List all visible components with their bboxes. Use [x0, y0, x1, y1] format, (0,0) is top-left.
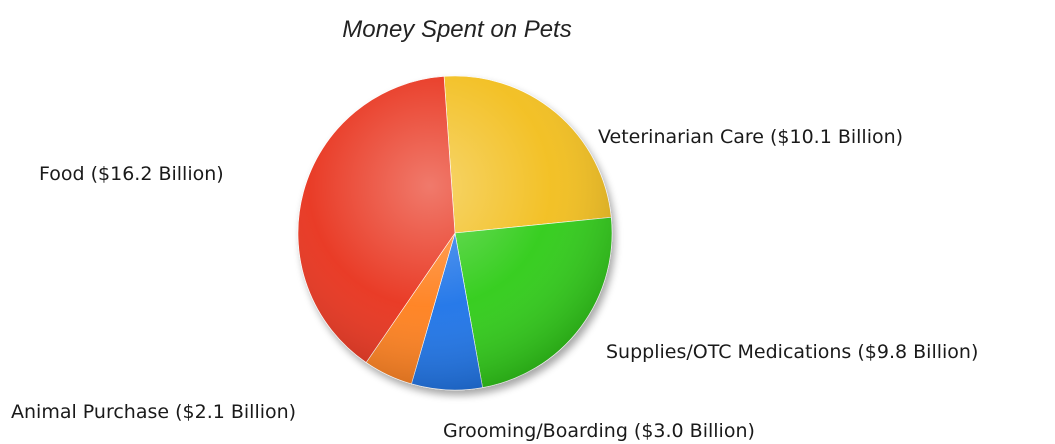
slice-label-4: Animal Purchase ($2.1 Billion)	[11, 401, 296, 423]
pie-group	[297, 75, 613, 391]
slice-label-1: Veterinarian Care ($10.1 Billion)	[598, 126, 903, 148]
slice-label-group: Veterinarian Care ($10.1 Billion) Supplie…	[11, 126, 978, 442]
slice-label-3: Grooming/Boarding ($3.0 Billion)	[443, 420, 755, 442]
chart-title: Money Spent on Pets	[342, 16, 571, 43]
slice-label-5: Food ($16.2 Billion)	[39, 163, 224, 185]
pie-slice-2	[454, 216, 613, 388]
pie-slice-1	[443, 75, 612, 234]
slice-label-2: Supplies/OTC Medications ($9.8 Billion)	[606, 341, 978, 363]
